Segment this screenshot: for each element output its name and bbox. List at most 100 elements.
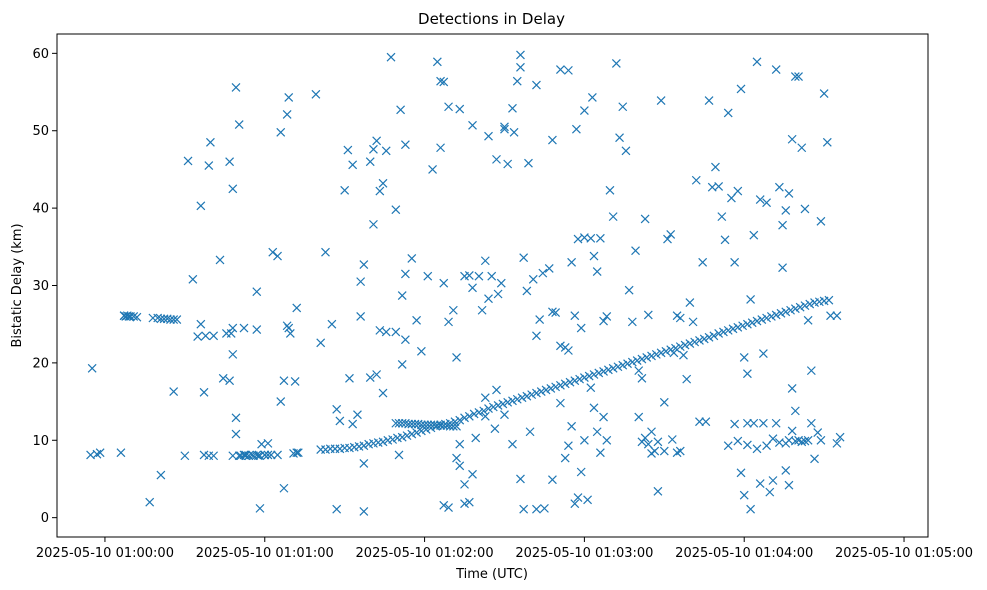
data-point xyxy=(643,439,653,449)
data-point xyxy=(781,206,791,215)
data-point xyxy=(397,432,407,442)
data-point xyxy=(714,182,724,191)
data-point xyxy=(517,393,527,403)
data-point xyxy=(615,133,624,143)
data-point xyxy=(656,348,666,358)
data-point xyxy=(204,161,214,170)
data-point xyxy=(560,379,570,389)
data-point xyxy=(778,220,787,230)
data-point xyxy=(746,504,756,514)
data-point xyxy=(532,80,541,90)
data-point xyxy=(172,315,182,324)
data-point xyxy=(492,154,501,164)
data-point xyxy=(321,247,330,257)
data-point xyxy=(519,504,529,514)
data-point xyxy=(671,343,680,353)
data-point xyxy=(407,253,417,263)
data-point xyxy=(800,204,810,214)
data-point xyxy=(822,137,832,147)
y-tick-label: 20 xyxy=(32,356,49,371)
data-point xyxy=(752,316,762,326)
data-point xyxy=(784,188,794,198)
y-tick-label: 10 xyxy=(32,434,49,449)
data-point xyxy=(519,253,529,263)
data-point xyxy=(555,65,565,75)
x-tick-label: 2025-05-10 01:02:00 xyxy=(356,546,494,561)
data-point xyxy=(525,427,535,437)
data-point xyxy=(391,418,401,428)
data-point xyxy=(396,105,406,115)
data-point xyxy=(608,363,618,373)
data-point xyxy=(752,57,762,67)
data-point xyxy=(516,62,525,72)
data-point xyxy=(480,411,490,421)
data-point xyxy=(551,382,561,392)
data-point xyxy=(381,327,391,337)
data-point xyxy=(742,319,752,329)
data-point xyxy=(563,65,573,75)
data-point xyxy=(749,418,759,428)
data-point xyxy=(372,136,382,146)
data-point xyxy=(739,353,749,362)
data-point xyxy=(156,470,166,480)
data-point xyxy=(205,137,215,147)
data-point xyxy=(675,342,685,352)
data-point xyxy=(394,450,404,460)
data-point xyxy=(193,332,203,341)
data-point xyxy=(661,346,671,356)
data-point xyxy=(599,316,608,326)
data-point xyxy=(749,230,759,240)
data-point xyxy=(468,120,477,130)
data-point xyxy=(169,387,179,396)
x-tick-label: 2025-05-10 01:04:00 xyxy=(675,546,813,561)
data-point xyxy=(704,96,714,105)
data-point xyxy=(567,421,577,431)
data-point xyxy=(516,50,525,60)
data-point xyxy=(794,72,803,81)
data-point xyxy=(762,198,772,208)
data-point xyxy=(565,377,575,387)
data-point xyxy=(532,504,541,514)
data-point xyxy=(343,145,353,155)
data-point xyxy=(742,369,752,379)
series-4 xyxy=(391,418,461,431)
data-point xyxy=(736,84,746,94)
data-point xyxy=(471,433,481,443)
data-point xyxy=(632,356,642,365)
data-point xyxy=(293,448,303,458)
data-point xyxy=(579,373,589,383)
data-point xyxy=(188,274,198,284)
data-point xyxy=(758,349,768,359)
data-point xyxy=(711,162,720,172)
data-point xyxy=(790,72,800,81)
data-point xyxy=(682,374,692,384)
data-point xyxy=(228,323,238,333)
data-point xyxy=(500,410,509,420)
data-point xyxy=(787,134,797,144)
data-point xyxy=(739,490,749,500)
data-point xyxy=(651,349,661,359)
data-point xyxy=(527,390,537,400)
data-point xyxy=(746,295,756,304)
data-point xyxy=(536,387,546,396)
data-point xyxy=(723,441,733,451)
data-point xyxy=(249,451,258,461)
data-point xyxy=(378,437,388,447)
data-point xyxy=(532,388,541,398)
data-point xyxy=(397,291,407,300)
data-point xyxy=(538,268,548,278)
y-tick-label: 50 xyxy=(32,124,49,139)
y-tick-label: 40 xyxy=(32,202,49,217)
data-point xyxy=(685,339,695,348)
data-point xyxy=(412,428,422,437)
data-point xyxy=(252,450,262,460)
data-point xyxy=(659,397,669,407)
data-point xyxy=(589,403,599,413)
data-point xyxy=(356,277,366,287)
data-point xyxy=(806,418,816,428)
data-point xyxy=(768,476,778,485)
data-point xyxy=(263,450,273,460)
data-point xyxy=(832,438,842,448)
data-point xyxy=(570,376,580,386)
